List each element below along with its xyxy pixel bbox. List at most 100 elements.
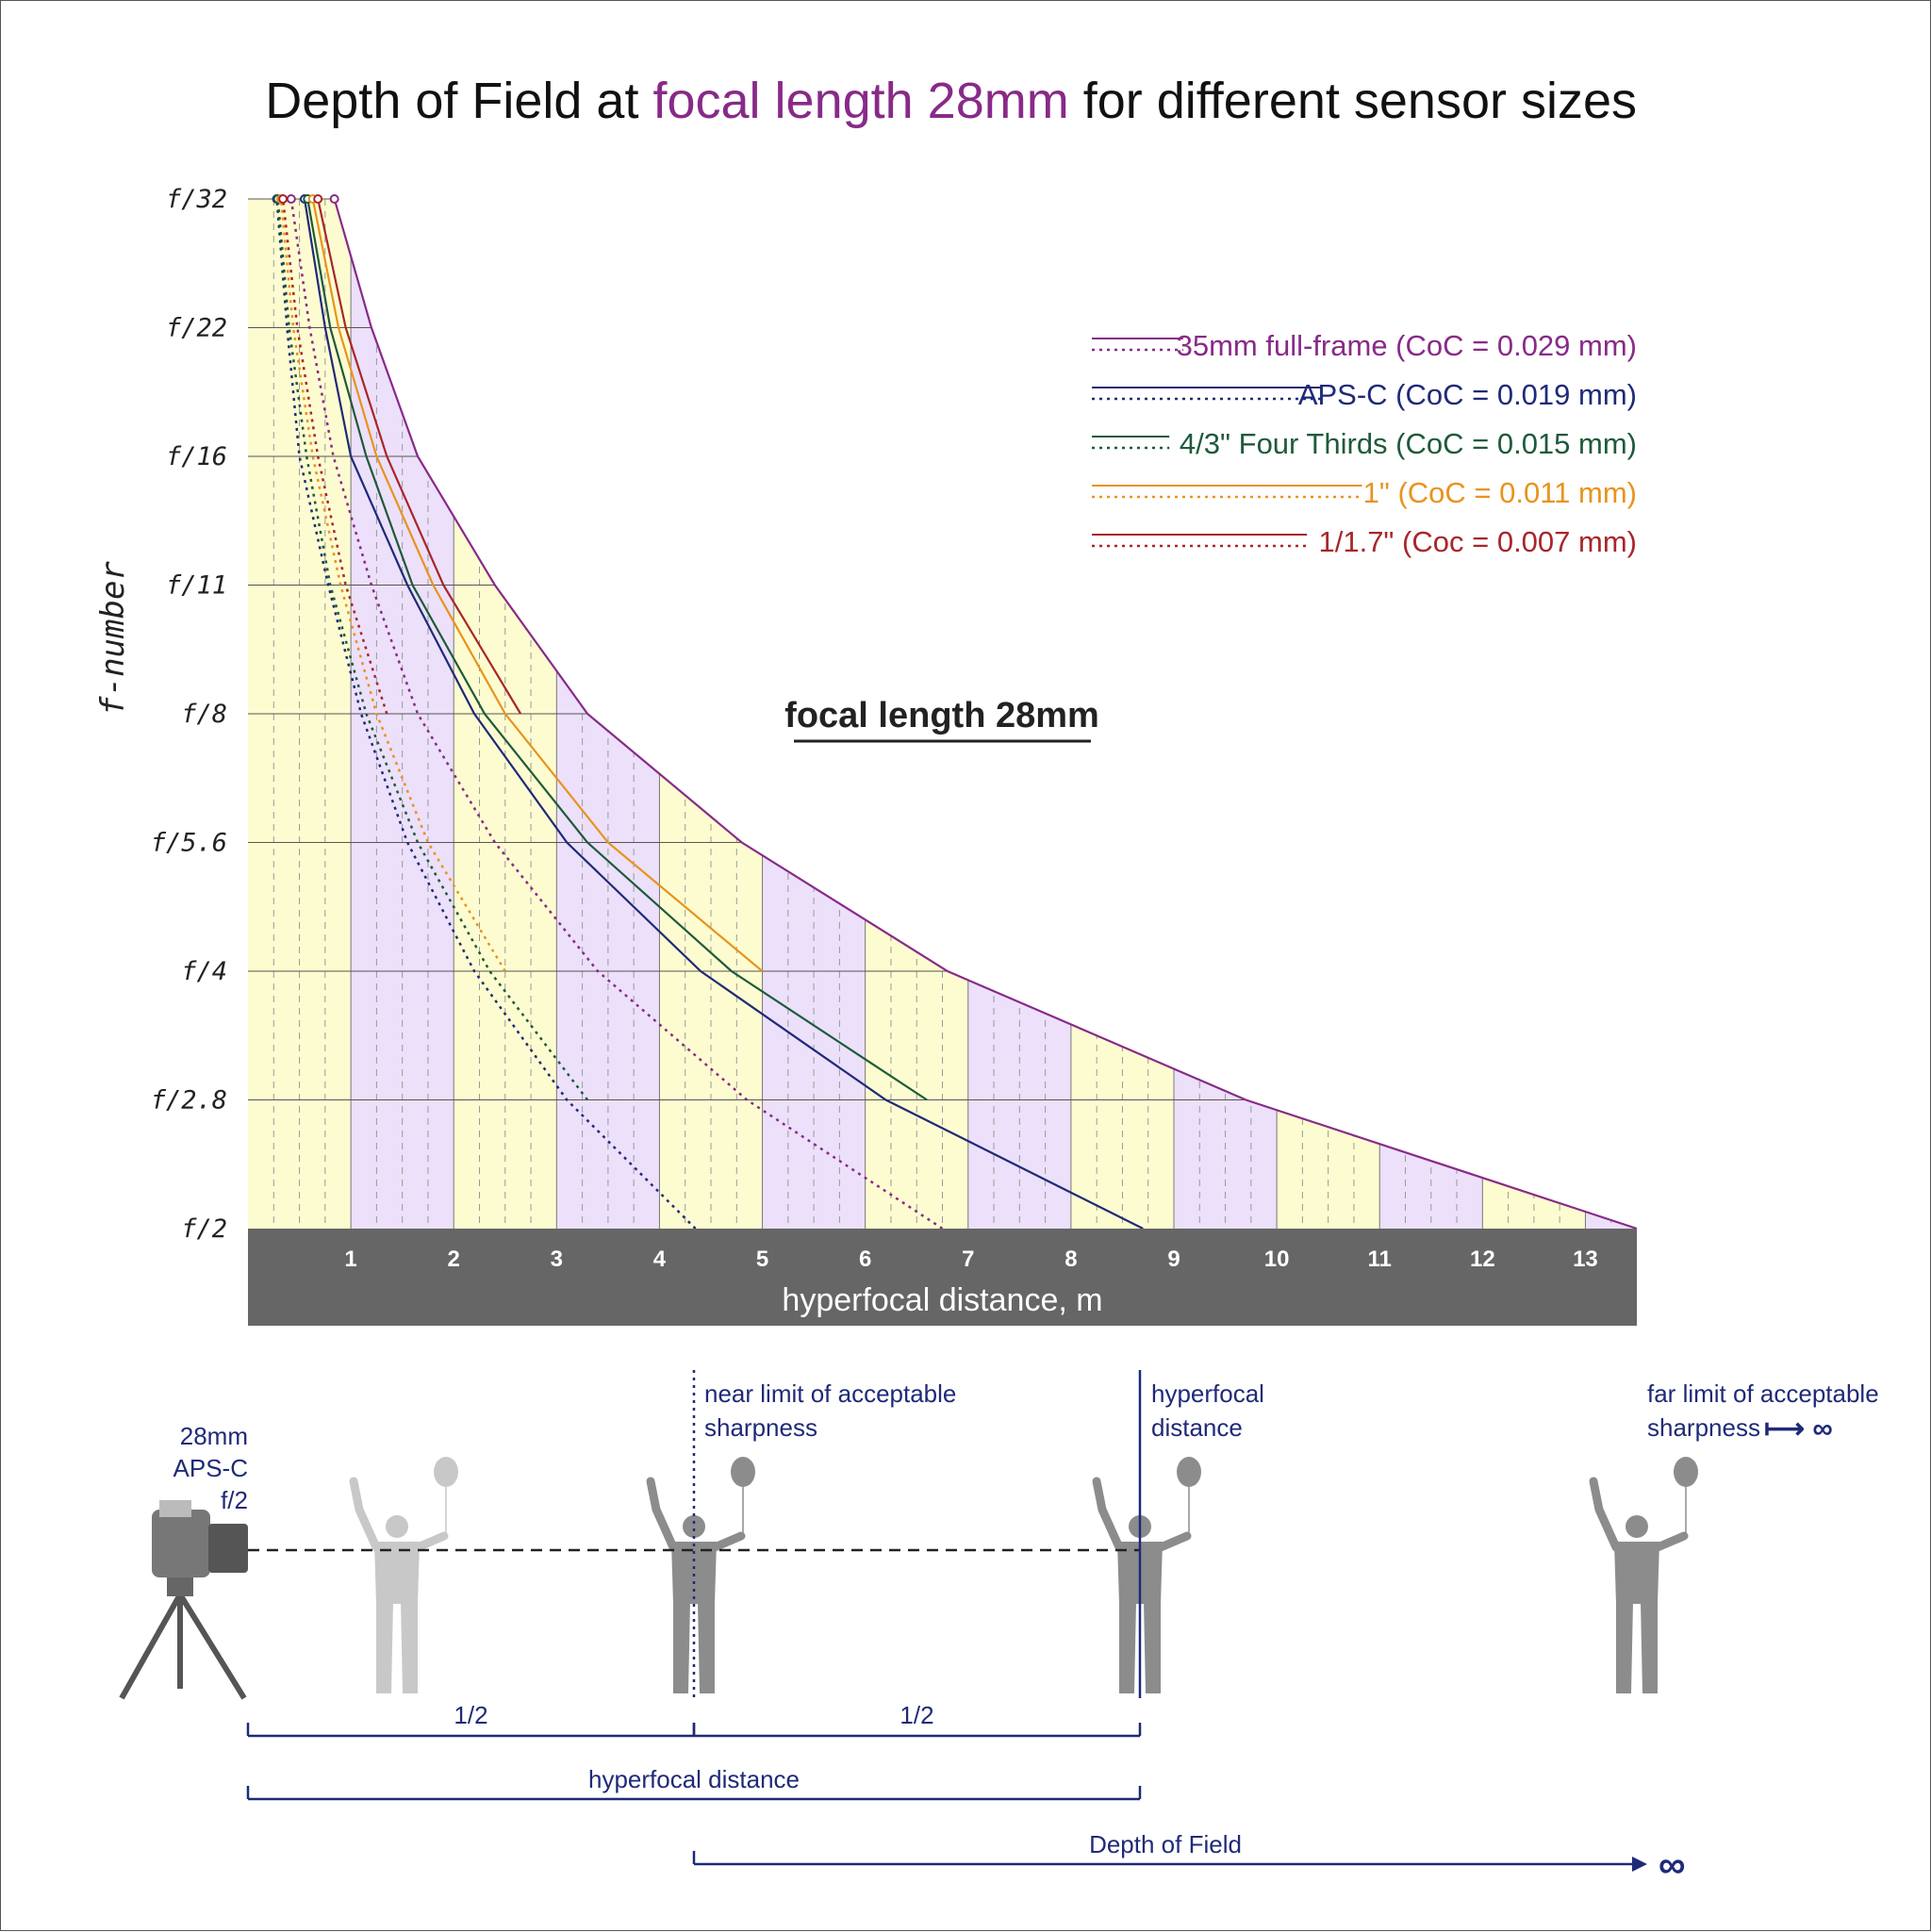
x-axis-bar	[248, 1229, 1637, 1326]
series-end-marker	[329, 194, 339, 204]
hyperfocal-label: hyperfocal	[1151, 1379, 1264, 1408]
person-left-arm	[1589, 1477, 1621, 1552]
dof-arrow	[692, 1851, 1647, 1872]
legend-item: APS-C (CoC = 0.019 mm)	[1092, 378, 1637, 411]
chart-title-part: focal length 28mm	[652, 73, 1068, 129]
series-hyperfocal-line	[303, 198, 1144, 1230]
person-right-leg	[698, 1602, 715, 1693]
balloon	[434, 1457, 458, 1487]
x-tick-label: 6	[859, 1247, 871, 1272]
legend-label: 4/3" Four Thirds (CoC = 0.015 mm)	[1180, 427, 1637, 460]
hyperfocal-label: distance	[1151, 1413, 1243, 1442]
person-left-arm	[349, 1477, 381, 1552]
legend-item: 1/1.7" (Coc = 0.007 mm)	[1092, 525, 1637, 558]
person-faded	[349, 1457, 458, 1693]
legend-label: 35mm full-frame (CoC = 0.029 mm)	[1177, 329, 1637, 362]
legend-label: 1/1.7" (Coc = 0.007 mm)	[1318, 525, 1637, 558]
far-limit-label: sharpness	[1647, 1413, 1760, 1442]
y-tick-label: f/11	[166, 571, 227, 601]
y-axis-title: f-number	[94, 561, 132, 716]
y-tick-label: f/32	[166, 185, 227, 214]
camera-top	[159, 1500, 191, 1517]
x-axis-title: hyperfocal distance, m	[782, 1282, 1102, 1318]
half-label-left: 1/2	[454, 1701, 487, 1729]
y-tick-label: f/8	[181, 700, 227, 729]
x-tick-label: 13	[1573, 1247, 1598, 1272]
balloon	[731, 1457, 755, 1487]
person-right-leg	[1144, 1602, 1161, 1693]
x-tick-label: 7	[962, 1247, 974, 1272]
x-tick-label: 2	[448, 1247, 460, 1272]
person-head	[683, 1515, 705, 1538]
person-left-leg	[673, 1602, 690, 1693]
person-right-arm	[1653, 1531, 1689, 1552]
dof-arrowhead	[1632, 1857, 1647, 1872]
tripod-leg	[177, 1593, 247, 1700]
hyperfocal-bracket-label: hyperfocal distance	[588, 1765, 800, 1793]
x-tick-label: 12	[1470, 1247, 1495, 1272]
dof-label: Depth of Field	[1089, 1830, 1242, 1858]
person-hyperfocal	[1092, 1457, 1201, 1693]
person-head	[386, 1515, 408, 1538]
chart-title-part: Depth of Field at	[265, 73, 652, 129]
x-tick-label: 8	[1065, 1247, 1077, 1272]
person-right-arm	[710, 1531, 746, 1552]
series-near-line	[275, 198, 697, 1230]
series-hyperfocal-line	[306, 198, 928, 1101]
y-tick-label: f/22	[166, 314, 227, 343]
series-hyperfocal-line	[311, 198, 764, 972]
person-torso	[671, 1542, 717, 1604]
series-hyperfocal-line	[333, 198, 1638, 1230]
person-right-arm	[413, 1531, 449, 1552]
y-tick-label: f/16	[166, 442, 227, 471]
series-near-line	[281, 198, 388, 715]
person-far	[1589, 1457, 1698, 1693]
person-right-leg	[401, 1602, 418, 1693]
near-limit-label: near limit of acceptable	[704, 1379, 956, 1408]
person-left-arm	[1092, 1477, 1124, 1552]
balloon	[1177, 1457, 1201, 1487]
chart-text: Depth of Field at focal length 28mm for …	[265, 73, 1637, 743]
hyperfocal-bracket	[246, 1786, 1142, 1801]
person-right-leg	[1641, 1602, 1658, 1693]
balloon	[1674, 1457, 1698, 1487]
center-label: focal length 28mm	[784, 696, 1099, 735]
person-left-leg	[1119, 1602, 1136, 1693]
legend-label: 1" (CoC = 0.011 mm)	[1363, 476, 1637, 509]
person-head	[1626, 1515, 1648, 1538]
x-tick-label: 3	[551, 1247, 563, 1272]
x-tick-label: 9	[1167, 1247, 1180, 1272]
half-label-right: 1/2	[899, 1701, 933, 1729]
camera-on-tripod	[119, 1500, 248, 1700]
tripod-head	[167, 1576, 193, 1596]
legend-label: APS-C (CoC = 0.019 mm)	[1298, 378, 1637, 411]
series-end-marker	[286, 194, 296, 204]
y-tick-label: f/2	[181, 1214, 227, 1244]
x-tick-label: 11	[1368, 1247, 1392, 1272]
legend-item: 35mm full-frame (CoC = 0.029 mm)	[1092, 329, 1637, 362]
series-near-line	[276, 198, 589, 1101]
far-limit-arrow: ⟼ ∞	[1764, 1413, 1833, 1445]
x-tick-label: 1	[344, 1247, 356, 1272]
series-hyperfocal-line	[317, 198, 522, 715]
series-end-marker	[313, 194, 323, 204]
x-tick-label: 5	[756, 1247, 768, 1272]
person-left-arm	[646, 1477, 678, 1552]
infinity-symbol: ∞	[1659, 1844, 1686, 1886]
x-tick-label: 4	[653, 1247, 667, 1272]
legend-item: 1" (CoC = 0.011 mm)	[1092, 476, 1637, 509]
y-tick-label: f/4	[181, 957, 227, 986]
hyperfocal-diagram: 28mm APS-C f/2 near limit of acceptable shar…	[119, 1370, 1879, 1886]
camera-label-line: 28mm	[180, 1422, 248, 1450]
chart-title-part: for different sensor sizes	[1069, 73, 1637, 129]
y-tick-label: f/2.8	[151, 1086, 227, 1115]
camera-body	[152, 1510, 210, 1577]
x-tick-label: 10	[1264, 1247, 1290, 1272]
person-torso	[1614, 1542, 1659, 1604]
series-end-marker	[278, 194, 289, 204]
tripod-leg	[119, 1593, 183, 1700]
camera-lens	[208, 1524, 248, 1573]
